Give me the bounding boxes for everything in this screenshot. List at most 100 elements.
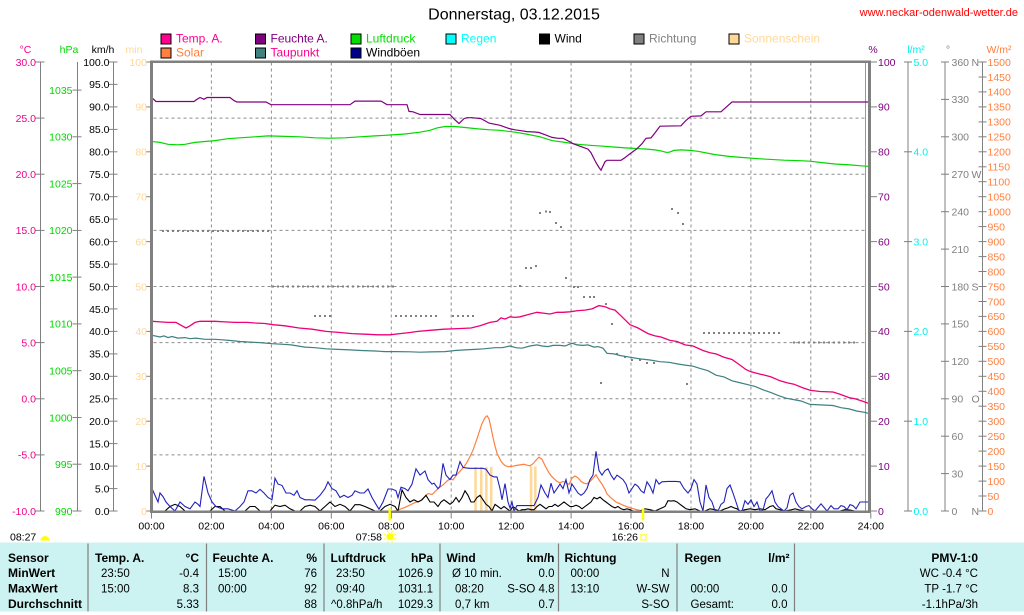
svg-text:55.0: 55.0 — [89, 259, 110, 271]
svg-text:0,7 km: 0,7 km — [455, 599, 490, 611]
svg-text:TP -1.7 °C: TP -1.7 °C — [924, 584, 978, 596]
svg-text:0.0: 0.0 — [772, 599, 788, 611]
svg-text:1300: 1300 — [988, 117, 1012, 129]
svg-text:hPa: hPa — [411, 551, 433, 565]
svg-text:^0.8hPa/h: ^0.8hPa/h — [331, 599, 382, 611]
svg-text:50.0: 50.0 — [89, 281, 110, 293]
svg-text:60: 60 — [878, 236, 890, 248]
svg-text:Richtung: Richtung — [649, 32, 696, 46]
svg-text:950: 950 — [988, 221, 1006, 233]
svg-text:00:00: 00:00 — [691, 584, 720, 596]
svg-text:l/m²: l/m² — [768, 551, 789, 565]
svg-text:Temp. A.: Temp. A. — [95, 551, 144, 565]
svg-text:18:00: 18:00 — [678, 521, 704, 533]
svg-text:100: 100 — [129, 57, 147, 69]
svg-text:0: 0 — [878, 506, 884, 518]
svg-text:04:00: 04:00 — [258, 521, 284, 533]
svg-text:N: N — [661, 568, 669, 580]
svg-text:850: 850 — [988, 251, 1006, 263]
svg-text:N: N — [972, 506, 980, 518]
svg-text:Taupunkt: Taupunkt — [271, 46, 320, 60]
svg-text:50: 50 — [878, 281, 890, 293]
svg-text:°: ° — [946, 44, 950, 56]
svg-text:min: min — [126, 44, 143, 56]
svg-text:100: 100 — [988, 476, 1006, 488]
svg-text:90: 90 — [878, 102, 890, 114]
svg-text:40: 40 — [135, 326, 147, 338]
svg-text:5.0: 5.0 — [21, 337, 36, 349]
svg-text:0.0: 0.0 — [21, 394, 36, 406]
svg-text:16:26: 16:26 — [612, 532, 638, 544]
svg-text:150: 150 — [988, 461, 1006, 473]
svg-text:0: 0 — [988, 506, 994, 518]
svg-text:N: N — [972, 57, 980, 69]
svg-text:S: S — [972, 281, 979, 293]
svg-text:1035: 1035 — [49, 85, 73, 97]
svg-text:45.0: 45.0 — [89, 304, 110, 316]
svg-text:Wind: Wind — [447, 551, 476, 565]
svg-text:1025: 1025 — [49, 178, 73, 190]
svg-text:550: 550 — [988, 341, 1006, 353]
svg-text:85.0: 85.0 — [89, 124, 110, 136]
svg-text:250: 250 — [988, 431, 1006, 443]
svg-text:15:00: 15:00 — [218, 568, 247, 580]
svg-text:08:27: 08:27 — [10, 532, 36, 544]
svg-text:120: 120 — [952, 356, 970, 368]
svg-text:22:00: 22:00 — [798, 521, 824, 533]
svg-text:100: 100 — [878, 57, 896, 69]
svg-text:-5.0: -5.0 — [18, 450, 36, 462]
svg-text:2.0: 2.0 — [914, 326, 929, 338]
svg-text:-10.0: -10.0 — [12, 506, 36, 518]
svg-text:Richtung: Richtung — [565, 551, 617, 565]
svg-text:100.0: 100.0 — [83, 57, 109, 69]
svg-text:15:00: 15:00 — [101, 584, 130, 596]
svg-text:l/m²: l/m² — [907, 44, 925, 56]
svg-text:92: 92 — [304, 584, 317, 596]
svg-text:210: 210 — [952, 244, 970, 256]
svg-text:30: 30 — [952, 468, 964, 480]
svg-text:MaxWert: MaxWert — [8, 582, 58, 596]
svg-text:330: 330 — [952, 94, 970, 106]
svg-text:180: 180 — [952, 281, 970, 293]
svg-text:www.neckar-odenwald-wetter.de: www.neckar-odenwald-wetter.de — [859, 7, 1018, 19]
svg-text:Feuchte A.: Feuchte A. — [213, 551, 274, 565]
svg-text:-1.1hPa/3h: -1.1hPa/3h — [922, 599, 978, 611]
svg-text:20.0: 20.0 — [16, 169, 37, 181]
svg-text:1050: 1050 — [988, 192, 1012, 204]
svg-text:14:00: 14:00 — [558, 521, 584, 533]
svg-text:0.0: 0.0 — [539, 568, 555, 580]
svg-text:09:40: 09:40 — [336, 584, 365, 596]
svg-text:300: 300 — [988, 416, 1006, 428]
svg-text:1029.3: 1029.3 — [398, 599, 433, 611]
svg-text:Luftdruck: Luftdruck — [366, 32, 416, 46]
svg-text:16:00: 16:00 — [618, 521, 644, 533]
svg-text:1500: 1500 — [988, 57, 1012, 69]
svg-text:76: 76 — [304, 568, 317, 580]
svg-text:07:58: 07:58 — [356, 532, 382, 544]
svg-text:200: 200 — [988, 446, 1006, 458]
svg-text:08:00: 08:00 — [378, 521, 404, 533]
svg-text:30.0: 30.0 — [16, 57, 37, 69]
svg-text:270: 270 — [952, 169, 970, 181]
svg-text:240: 240 — [952, 207, 970, 219]
svg-text:700: 700 — [988, 296, 1006, 308]
svg-text:1000: 1000 — [49, 412, 73, 424]
svg-text:12:00: 12:00 — [498, 521, 524, 533]
svg-text:W-SW: W-SW — [636, 584, 669, 596]
svg-text:35.0: 35.0 — [89, 349, 110, 361]
svg-text:MinWert: MinWert — [8, 566, 55, 580]
svg-text:00:00: 00:00 — [138, 521, 164, 533]
svg-text:Temp. A.: Temp. A. — [176, 32, 223, 46]
svg-text:08:20: 08:20 — [455, 584, 484, 596]
svg-text:800: 800 — [988, 266, 1006, 278]
svg-text:1010: 1010 — [49, 319, 73, 331]
svg-text:40.0: 40.0 — [89, 326, 110, 338]
svg-text:Sensor: Sensor — [8, 551, 49, 565]
svg-text:1031.1: 1031.1 — [398, 584, 433, 596]
svg-text:70: 70 — [135, 192, 147, 204]
svg-text:Gesamt:: Gesamt: — [691, 599, 734, 611]
svg-text:Regen: Regen — [461, 32, 496, 46]
svg-text:60: 60 — [135, 236, 147, 248]
svg-text:1150: 1150 — [988, 162, 1011, 174]
svg-text:km/h: km/h — [526, 551, 554, 565]
